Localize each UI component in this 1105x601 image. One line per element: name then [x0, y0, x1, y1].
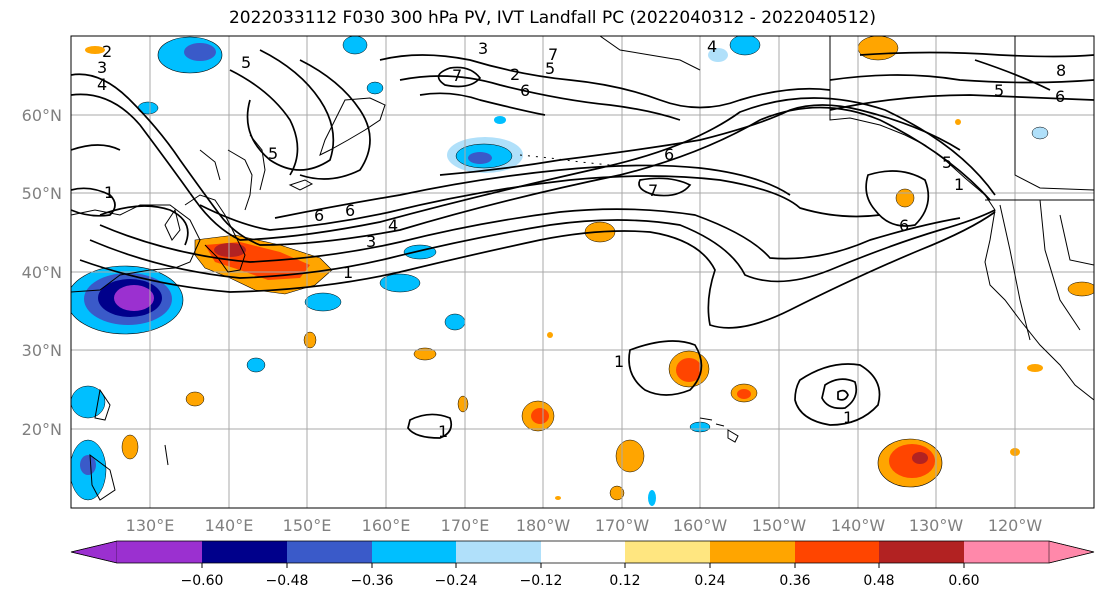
- lat-label: 40°N: [22, 263, 62, 282]
- contour-label: 6: [520, 81, 530, 100]
- colorbar-segment: [625, 541, 710, 563]
- contour-label: 8: [1056, 61, 1066, 80]
- lon-label: 140°W: [831, 516, 886, 535]
- colorbar-extend-low: [70, 540, 118, 564]
- lon-label: 150°E: [283, 516, 332, 535]
- colorbar-tick-label: −0.36: [351, 573, 394, 589]
- colorbar-tick-label: 0.12: [609, 573, 640, 589]
- contour-label: 7: [548, 45, 558, 64]
- contour-label: 4: [707, 37, 717, 56]
- colorbar-segment: [879, 541, 964, 563]
- contour-label: 1: [438, 422, 448, 441]
- colorbar-tick-label: −0.48: [266, 573, 309, 589]
- contour-label: 6: [314, 206, 324, 225]
- contour-label: 3: [478, 39, 488, 58]
- map-title: 2022033112 F030 300 hPa PV, IVT Landfall…: [228, 8, 876, 28]
- colorbar-segment: [372, 541, 456, 563]
- contour-labels: 1 2 3 4 5 6 7 1 3 4 5 6 7 6 5 6 8 5 6 7 …: [97, 37, 1066, 441]
- contour-label: 5: [268, 144, 278, 163]
- lon-label: 140°E: [205, 516, 254, 535]
- colorbar-segment: [456, 541, 541, 563]
- contour-label: 1: [343, 263, 353, 282]
- lon-label: 170°W: [595, 516, 650, 535]
- colorbar-segment: [795, 541, 879, 563]
- lon-label: 160°W: [673, 516, 728, 535]
- lat-label: 30°N: [22, 341, 62, 360]
- contour-label: 5: [942, 153, 952, 172]
- colorbar-segment: [202, 541, 287, 563]
- contour-label: 7: [648, 181, 658, 200]
- lon-label: 120°W: [988, 516, 1043, 535]
- colorbar-tick-label: −0.24: [435, 573, 478, 589]
- contour-label: 1: [104, 183, 114, 202]
- colorbar-tick-label: 0.24: [694, 573, 725, 589]
- contour-label: 6: [899, 216, 909, 235]
- colorbar-tick-label: 0.48: [863, 573, 894, 589]
- colorbar-extend-high: [1048, 540, 1095, 564]
- contour-label: 7: [452, 66, 462, 85]
- contour-label: 3: [366, 232, 376, 251]
- lon-label: 130°E: [126, 516, 175, 535]
- lon-label: 150°W: [752, 516, 807, 535]
- colorbar-segment: [287, 541, 372, 563]
- map-frame: [70, 35, 1095, 509]
- colorbar-tick-label: −0.12: [520, 573, 563, 589]
- colorbar-tick-label: 0.60: [948, 573, 979, 589]
- contour-label: 1: [614, 352, 624, 371]
- contour-label: 6: [1055, 87, 1065, 106]
- contour-label: 2: [102, 42, 112, 61]
- lat-label: 20°N: [22, 420, 62, 439]
- contour-label: 5: [994, 81, 1004, 100]
- contour-label: 3: [97, 58, 107, 77]
- contour-label: 5: [241, 53, 251, 72]
- contour-label: 4: [388, 216, 398, 235]
- lon-label: 180°W: [516, 516, 571, 535]
- contour-label: 4: [97, 75, 107, 94]
- colorbar-segment: [117, 541, 202, 563]
- latitude-labels: 60°N 50°N 40°N 30°N 20°N: [22, 106, 62, 439]
- contour-label: 2: [510, 65, 520, 84]
- colorbar-tick-label: −0.60: [181, 573, 224, 589]
- colorbar-segment: [964, 541, 1049, 563]
- colorbar-segment: [541, 541, 625, 563]
- contour-label: 6: [664, 145, 674, 164]
- lon-label: 130°W: [909, 516, 964, 535]
- lat-label: 60°N: [22, 106, 62, 125]
- longitude-labels: 130°E 140°E 150°E 160°E 170°E 180°W 170°…: [126, 516, 1043, 535]
- colorbar: −0.60 −0.48 −0.36 −0.24 −0.12 0.12 0.24 …: [70, 540, 1095, 589]
- contour-label: 1: [954, 175, 964, 194]
- contour-label: 5: [545, 59, 555, 78]
- contour-label: 6: [345, 201, 355, 220]
- colorbar-tick-label: 0.36: [779, 573, 810, 589]
- colorbar-segment: [710, 541, 795, 563]
- lat-label: 50°N: [22, 184, 62, 203]
- lon-label: 170°E: [441, 516, 490, 535]
- pv-contours: [71, 49, 1094, 439]
- lon-label: 160°E: [362, 516, 411, 535]
- contour-label: 1: [843, 408, 853, 427]
